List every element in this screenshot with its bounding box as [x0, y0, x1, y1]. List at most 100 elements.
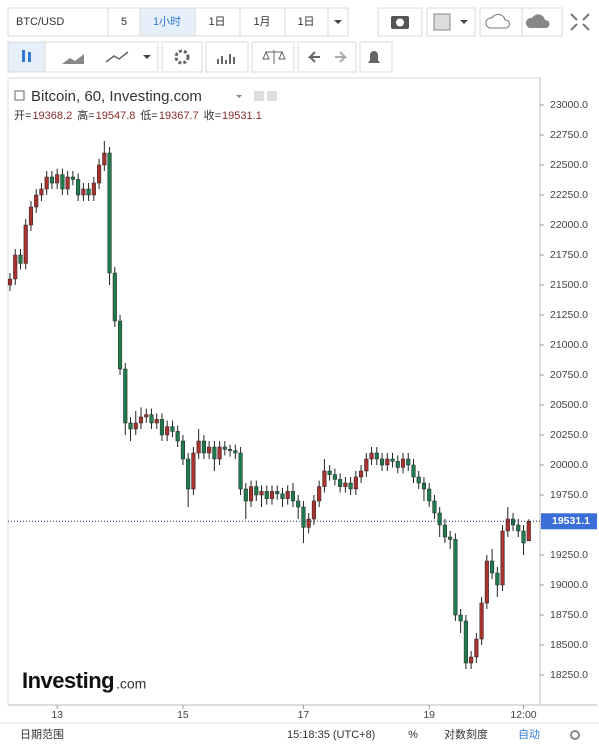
candle-body [107, 152, 112, 274]
candle-body [133, 422, 138, 430]
candle-body [23, 224, 28, 264]
candle-body [275, 491, 280, 495]
y-tick-label: 21250.0 [550, 309, 588, 321]
plot: 18250.018500.018750.019000.019250.019500… [7, 99, 597, 721]
y-tick-label: 19000.0 [550, 579, 588, 591]
candle-body [448, 536, 453, 540]
candle-body [180, 440, 185, 460]
footer-item[interactable]: 自动 [518, 728, 540, 741]
eye-icon[interactable] [254, 91, 264, 101]
candle-body [97, 164, 102, 184]
candle-body [55, 174, 60, 184]
candle-body [259, 491, 264, 496]
candle-body [186, 458, 191, 490]
settings-icon[interactable] [570, 730, 580, 740]
y-tick-label: 19250.0 [550, 549, 588, 561]
collapse-icon[interactable] [14, 90, 25, 101]
settings-button[interactable] [161, 41, 203, 73]
candle-body [369, 452, 374, 460]
symbol-box[interactable] [7, 7, 109, 37]
undo-icon [307, 51, 320, 63]
fullscreen-icon[interactable] [570, 13, 590, 31]
ohlc-row: 开= 19368.2 高= 19547.8 低= 19367.7 收= 19531.1 [14, 108, 262, 122]
candle-body [138, 416, 144, 424]
button-label: 1月 [253, 16, 270, 28]
candle-body [490, 560, 495, 574]
candle-body [453, 539, 458, 616]
interval-box[interactable] [107, 7, 141, 37]
button-label: 1日 [208, 16, 225, 28]
candle-body [343, 482, 348, 487]
button[interactable] [239, 7, 286, 37]
y-tick-label: 18500.0 [550, 639, 588, 651]
area-icon [62, 54, 84, 64]
candle-body [243, 488, 248, 502]
candle-body [7, 278, 13, 286]
y-tick-label: 20250.0 [550, 429, 588, 441]
caret [460, 20, 468, 24]
candle-body [154, 419, 159, 424]
button[interactable] [194, 7, 241, 37]
y-tick-label: 22500.0 [550, 159, 588, 171]
y-tick-label: 18750.0 [550, 609, 588, 621]
candle-body [395, 461, 400, 468]
button[interactable] [284, 7, 329, 37]
indicator-button[interactable] [205, 41, 249, 73]
y-tick-label: 22750.0 [550, 129, 588, 141]
ohlc-value: 19547.8 [96, 110, 136, 122]
button[interactable] [139, 7, 196, 37]
cloud-icon [485, 13, 510, 29]
candle-body [238, 452, 243, 490]
candle-body [500, 530, 505, 586]
candle-body [510, 518, 516, 526]
candle-body [165, 426, 170, 436]
footer-item[interactable]: 对数刻度 [444, 727, 488, 741]
candle-body [112, 272, 117, 322]
candle-body [123, 368, 128, 424]
candle-body [359, 470, 364, 478]
download-button[interactable] [479, 7, 523, 37]
gear-icon [174, 49, 190, 65]
candle-body [49, 176, 54, 184]
candle-body [207, 446, 212, 454]
footer-item[interactable]: % [408, 729, 418, 741]
caret [236, 95, 242, 98]
candle-body [254, 486, 259, 496]
candle-body [217, 446, 222, 460]
x-tick-label: 17 [298, 709, 310, 721]
candle-body [495, 572, 500, 586]
compare-button[interactable] [251, 41, 295, 73]
candle-body [353, 476, 358, 490]
candle-body [479, 602, 484, 640]
y-tick-label: 19750.0 [550, 489, 588, 501]
candle-body [526, 521, 531, 542]
gear-small[interactable] [267, 91, 277, 101]
candle-body [322, 470, 327, 487]
y-tick-label: 21000.0 [550, 339, 588, 351]
candle-body [91, 182, 96, 196]
ohlc-value: 19368.2 [32, 110, 72, 122]
candle-body [474, 638, 479, 658]
last-price-box [541, 513, 597, 530]
candle-body [379, 458, 385, 466]
candle-body [317, 486, 322, 502]
candle-body [327, 470, 332, 475]
footer-item[interactable]: 日期范围 [20, 727, 64, 741]
candle-button[interactable] [7, 41, 46, 73]
y-tick-label: 21750.0 [550, 249, 588, 261]
candle-body [301, 506, 306, 528]
candle-body [516, 524, 521, 532]
candle-body [463, 620, 468, 664]
candle-body [332, 474, 337, 480]
y-tick-label: 22000.0 [550, 219, 588, 231]
candle-body [311, 500, 316, 520]
candle-body [18, 254, 23, 264]
symbol: BTC/USD [16, 16, 64, 28]
x-tick-label: 12:00 [510, 709, 536, 721]
candle-body [86, 188, 91, 196]
candle-body [400, 458, 406, 468]
ohlc-value: 19531.1 [222, 110, 262, 122]
candle-icon [28, 52, 31, 62]
undo-redo[interactable] [297, 41, 357, 73]
